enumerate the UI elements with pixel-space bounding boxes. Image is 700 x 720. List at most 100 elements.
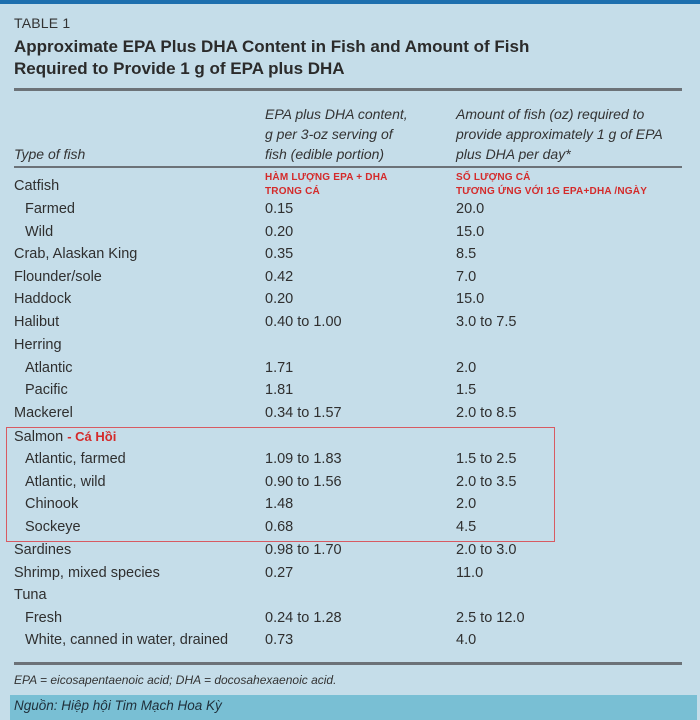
- table-row: Flounder/sole 0.42 7.0: [0, 269, 700, 291]
- top-accent-bar: [0, 0, 700, 4]
- amount-value: 2.0 to 8.5: [456, 405, 517, 421]
- table-row: Atlantic, wild 0.90 to 1.56 2.0 to 3.5: [0, 474, 700, 496]
- fish-name: Catfish: [14, 178, 60, 194]
- bottom-rule: [14, 662, 682, 665]
- amount-value: 15.0: [456, 224, 485, 240]
- table-row: Sardines 0.98 to 1.70 2.0 to 3.0: [0, 542, 700, 564]
- table-row: Atlantic, farmed 1.09 to 1.83 1.5 to 2.5: [0, 451, 700, 473]
- annotation-line: SỐ LƯỢNG CÁ: [456, 172, 531, 183]
- content-value: 1.48: [265, 496, 294, 512]
- content-value: 0.90 to 1.56: [265, 474, 342, 490]
- table-row: Halibut 0.40 to 1.00 3.0 to 7.5: [0, 314, 700, 336]
- fish-name: Haddock: [14, 291, 72, 307]
- amount-value: 2.0: [456, 496, 477, 512]
- amount-value: 2.0 to 3.5: [456, 474, 517, 490]
- fish-name: Farmed: [25, 201, 75, 217]
- table-row: Catfish: [0, 178, 700, 200]
- source-banner: Nguồn: Hiệp hội Tim Mạch Hoa Kỳ: [10, 695, 697, 720]
- content-value: 0.68: [265, 519, 294, 535]
- fish-name: Flounder/sole: [14, 269, 102, 285]
- fish-name: Atlantic, farmed: [25, 451, 126, 467]
- annotation-line: TƯƠNG ỨNG VỚI 1G EPA+DHA /NGÀY: [456, 186, 648, 197]
- fish-name: Mackerel: [14, 405, 73, 421]
- fish-name: Salmon - Cá Hồi: [14, 429, 116, 445]
- fish-name: Tuna: [14, 587, 47, 603]
- fish-name: Fresh: [25, 610, 63, 626]
- content-value: 0.24 to 1.28: [265, 610, 342, 626]
- content-value: 0.20: [265, 224, 294, 240]
- column-header-amount: Amount of fish (oz) required to provide …: [456, 104, 663, 164]
- header-line: provide approximately 1 g of EPA: [456, 126, 663, 142]
- content-value: 0.40 to 1.00: [265, 314, 342, 330]
- amount-value: 2.0 to 3.0: [456, 542, 517, 558]
- header-line: fish (edible portion): [265, 146, 385, 162]
- fish-name: Pacific: [25, 382, 68, 398]
- table-row: Crab, Alaskan King 0.35 8.5: [0, 246, 700, 268]
- fish-name: Sockeye: [25, 519, 81, 535]
- header-line: plus DHA per day*: [456, 146, 571, 162]
- footnote: EPA = eicosapentaenoic acid; DHA = docos…: [14, 673, 337, 687]
- salmon-annotation-vi: - Cá Hồi: [67, 429, 117, 444]
- table-row: Herring: [0, 337, 700, 359]
- content-value: 1.81: [265, 382, 294, 398]
- column-header-type: Type of fish: [14, 144, 85, 164]
- annotation-amount-vi: SỐ LƯỢNG CÁ TƯƠNG ỨNG VỚI 1G EPA+DHA /NG…: [456, 171, 647, 199]
- fish-name: Sardines: [14, 542, 72, 558]
- amount-value: 4.0: [456, 632, 477, 648]
- content-value: 0.98 to 1.70: [265, 542, 342, 558]
- top-rule: [14, 88, 682, 91]
- header-line: Amount of fish (oz) required to: [456, 106, 645, 122]
- amount-value: 20.0: [456, 201, 485, 217]
- table-row: Haddock 0.20 15.0: [0, 291, 700, 313]
- amount-value: 2.5 to 12.0: [456, 610, 525, 626]
- amount-value: 15.0: [456, 291, 485, 307]
- table-row: Shrimp, mixed species 0.27 11.0: [0, 565, 700, 587]
- column-header-content: EPA plus DHA content, g per 3-oz serving…: [265, 104, 408, 164]
- table-row: Chinook 1.48 2.0: [0, 496, 700, 518]
- content-value: 0.15: [265, 201, 294, 217]
- table-title: Approximate EPA Plus DHA Content in Fish…: [14, 36, 614, 80]
- content-value: 0.20: [265, 291, 294, 307]
- header-line: EPA plus DHA content,: [265, 106, 408, 122]
- table-row: Sockeye 0.68 4.5: [0, 519, 700, 541]
- amount-value: 1.5 to 2.5: [456, 451, 517, 467]
- fish-name: Atlantic, wild: [25, 474, 106, 490]
- fish-name: White, canned in water, drained: [25, 632, 229, 648]
- fish-name: Halibut: [14, 314, 60, 330]
- table-row: Pacific 1.81 1.5: [0, 382, 700, 404]
- header-rule: [14, 166, 682, 168]
- annotation-line: HÀM LƯỢNG EPA + DHA: [265, 172, 388, 183]
- table-row: Farmed 0.15 20.0: [0, 201, 700, 223]
- title-line-2: Required to Provide 1 g of EPA plus DHA: [14, 59, 345, 78]
- content-value: 0.73: [265, 632, 294, 648]
- amount-value: 1.5: [456, 382, 477, 398]
- salmon-label: Salmon: [14, 429, 64, 445]
- salmon-highlight-box: [6, 427, 555, 542]
- table-row: Tuna: [0, 587, 700, 609]
- amount-value: 2.0: [456, 360, 477, 376]
- table-row: Atlantic 1.71 2.0: [0, 360, 700, 382]
- amount-value: 3.0 to 7.5: [456, 314, 517, 330]
- content-value: 1.71: [265, 360, 294, 376]
- header-line: Type of fish: [14, 146, 86, 162]
- amount-value: 11.0: [456, 565, 484, 581]
- fish-name: Shrimp, mixed species: [14, 565, 160, 581]
- amount-value: 4.5: [456, 519, 477, 535]
- content-value: 1.09 to 1.83: [265, 451, 342, 467]
- amount-value: 7.0: [456, 269, 477, 285]
- fish-name: Herring: [14, 337, 62, 353]
- amount-value: 8.5: [456, 246, 477, 262]
- table-row: White, canned in water, drained 0.73 4.0: [0, 632, 700, 654]
- fish-name: Atlantic: [25, 360, 73, 376]
- table-row: Fresh 0.24 to 1.28 2.5 to 12.0: [0, 610, 700, 632]
- header-line: g per 3-oz serving of: [265, 126, 393, 142]
- content-value: 0.35: [265, 246, 294, 262]
- annotation-content-vi: HÀM LƯỢNG EPA + DHA TRONG CÁ: [265, 171, 388, 199]
- fish-name: Wild: [25, 224, 54, 240]
- table-label: TABLE 1: [14, 15, 71, 31]
- source-text: Nguồn: Hiệp hội Tim Mạch Hoa Kỳ: [14, 698, 222, 713]
- content-value: 0.34 to 1.57: [265, 405, 342, 421]
- table-row: Mackerel 0.34 to 1.57 2.0 to 8.5: [0, 405, 700, 427]
- table-row: Wild 0.20 15.0: [0, 224, 700, 246]
- content-value: 0.42: [265, 269, 294, 285]
